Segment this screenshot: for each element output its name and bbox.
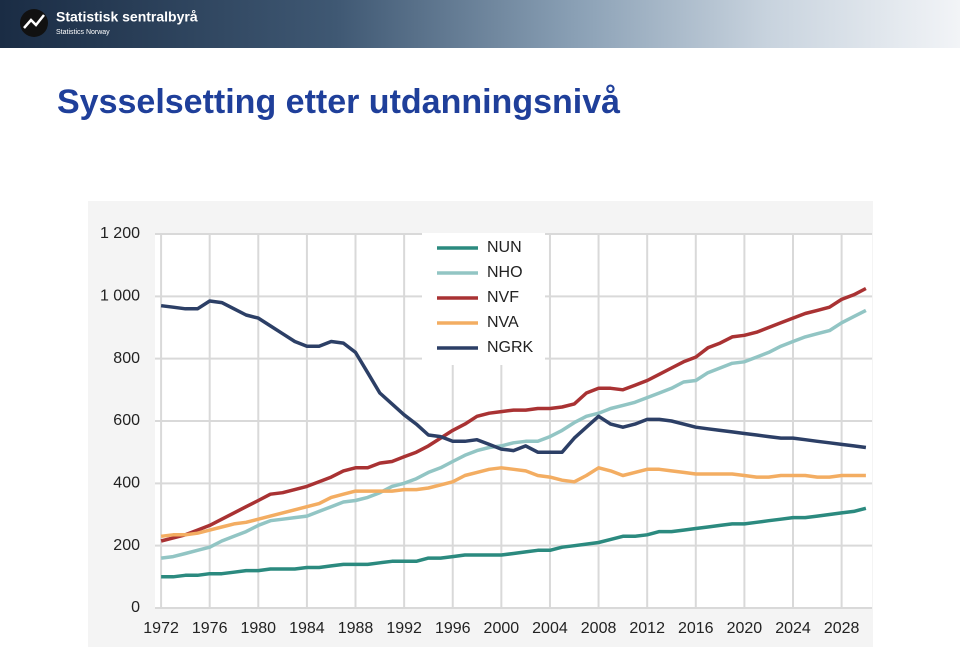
logo-name: Statistisk sentralbyrå xyxy=(56,9,198,25)
logo-mark xyxy=(23,14,45,29)
x-tick-label: 1996 xyxy=(435,620,471,637)
legend-label: NGRK xyxy=(487,339,534,356)
x-tick-label: 2028 xyxy=(824,620,860,637)
x-tick-label: 2012 xyxy=(629,620,665,637)
series-line xyxy=(160,466,866,539)
y-tick-label: 200 xyxy=(113,537,140,554)
x-tick-label: 1988 xyxy=(338,620,374,637)
x-tick-label: 1980 xyxy=(240,620,276,637)
logo-sub: Statistics Norway xyxy=(56,29,110,36)
x-tick-label: 2024 xyxy=(775,620,811,637)
legend-label: NVA xyxy=(487,314,519,331)
x-tick-label: 1972 xyxy=(143,620,179,637)
x-tick-label: 2000 xyxy=(484,620,520,637)
x-tick-label: 1976 xyxy=(192,620,228,637)
legend-label: NUN xyxy=(487,239,522,256)
series-line xyxy=(160,286,867,543)
slide-title: Sysselsetting etter utdanningsnivå xyxy=(57,83,620,121)
legend-label: NVF xyxy=(487,289,519,306)
y-tick-label: 800 xyxy=(113,350,140,367)
series-line xyxy=(160,299,867,454)
y-tick-label: 1 200 xyxy=(100,225,140,242)
series-line xyxy=(161,506,867,579)
banner xyxy=(0,0,960,48)
x-tick-label: 2004 xyxy=(532,620,568,637)
legend-label: NHO xyxy=(487,264,523,281)
y-tick-label: 0 xyxy=(131,599,140,616)
x-tick-label: 1984 xyxy=(289,620,325,637)
y-tick-label: 1 000 xyxy=(100,288,140,305)
y-tick-label: 600 xyxy=(113,412,140,429)
x-tick-label: 2020 xyxy=(727,620,763,637)
x-tick-label: 2016 xyxy=(678,620,714,637)
x-tick-label: 2008 xyxy=(581,620,617,637)
series-line xyxy=(160,308,867,560)
y-tick-label: 400 xyxy=(113,475,140,492)
x-tick-label: 1992 xyxy=(386,620,422,637)
